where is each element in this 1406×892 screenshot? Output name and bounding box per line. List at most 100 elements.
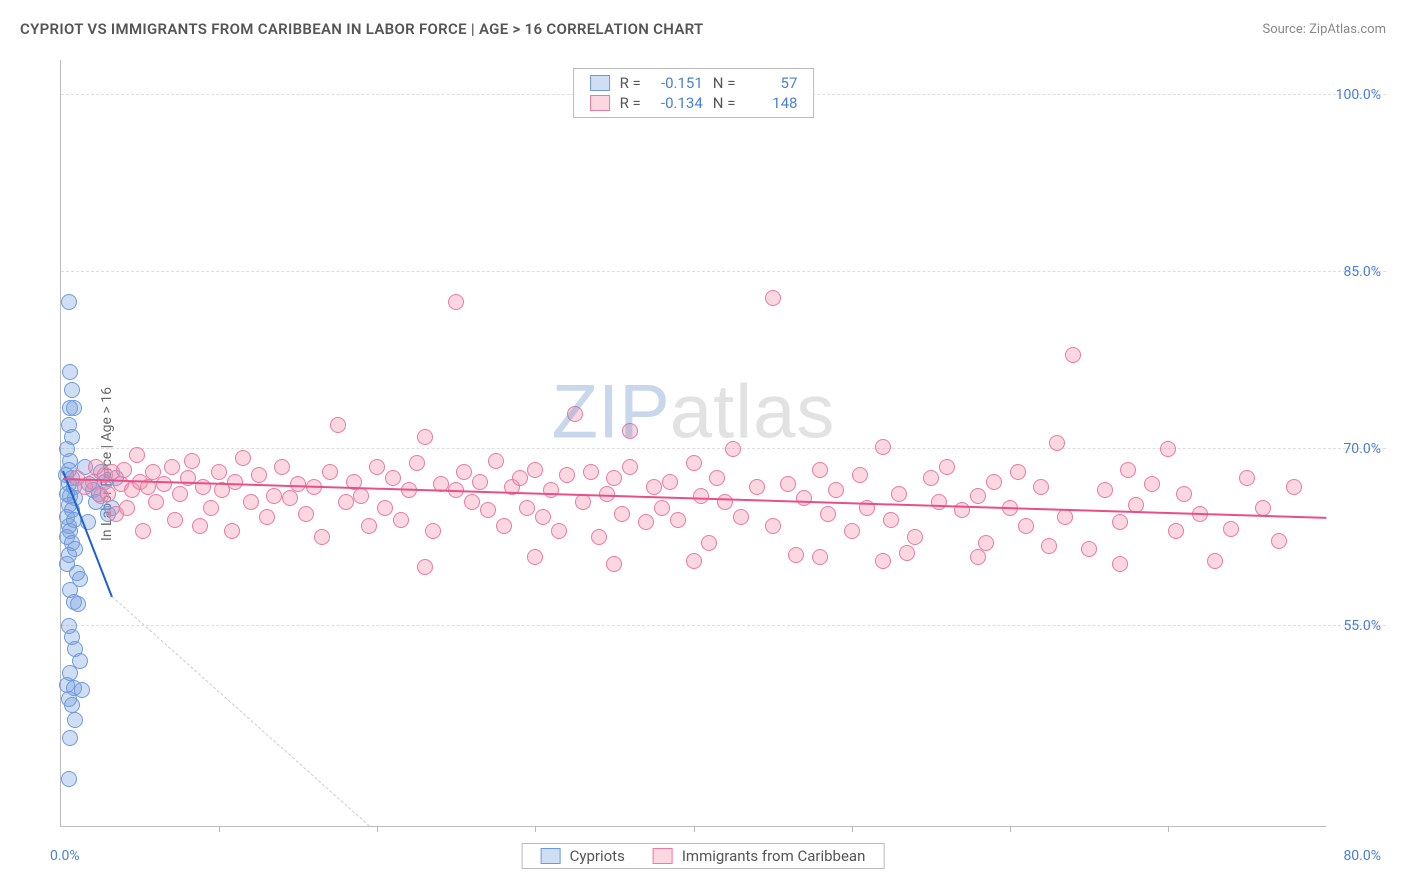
scatter-point-caribbean [970,488,986,504]
y-tick-label: 100.0% [1336,87,1381,103]
scatter-point-cypriots [61,294,77,310]
scatter-point-caribbean [654,500,670,516]
n-label: N = [713,74,736,92]
legend-item-caribbean: Immigrants from Caribbean [653,847,866,865]
scatter-point-caribbean [788,547,804,563]
scatter-point-caribbean [409,455,425,471]
legend-item-cypriots: Cypriots [541,847,625,865]
scatter-point-caribbean [575,494,591,510]
scatter-point-caribbean [852,467,868,483]
scatter-point-caribbean [1255,500,1271,516]
gridline [61,448,1386,449]
scatter-point-caribbean [693,488,709,504]
legend-label-cypriots: Cypriots [570,847,625,865]
scatter-point-caribbean [1286,479,1302,495]
scatter-point-caribbean [330,417,346,433]
scatter-point-caribbean [119,500,135,516]
x-tick [377,826,378,832]
scatter-point-caribbean [211,464,227,480]
scatter-point-caribbean [749,479,765,495]
scatter-point-caribbean [377,500,393,516]
scatter-point-caribbean [1057,509,1073,525]
n-value-cypriots: 57 [745,74,797,92]
x-tick [1168,826,1169,832]
scatter-point-caribbean [385,470,401,486]
scatter-point-caribbean [622,423,638,439]
stats-row-cypriots: R = -0.151 N = 57 [590,73,798,93]
scatter-point-caribbean [266,488,282,504]
chart-header: CYPRIOT VS IMMIGRANTS FROM CARIBBEAN IN … [20,20,1386,38]
scatter-point-caribbean [583,464,599,480]
scatter-point-caribbean [527,549,543,565]
r-label: R = [620,94,641,112]
scatter-point-caribbean [1271,533,1287,549]
x-tick [852,826,853,832]
scatter-point-caribbean [551,523,567,539]
scatter-point-caribbean [1168,523,1184,539]
scatter-point-caribbean [203,500,219,516]
scatter-point-caribbean [195,479,211,495]
scatter-point-caribbean [765,290,781,306]
x-origin-label: 0.0% [50,848,80,864]
scatter-point-caribbean [156,476,172,492]
scatter-point-caribbean [939,459,955,475]
scatter-point-caribbean [488,453,504,469]
correlation-stats-box: R = -0.151 N = 57 R = -0.134 N = 148 [573,68,815,118]
legend-box: Cypriots Immigrants from Caribbean [522,843,885,869]
scatter-point-caribbean [243,494,259,510]
scatter-point-caribbean [725,441,741,457]
scatter-point-caribbean [298,506,314,522]
gridline [61,625,1386,626]
scatter-point-caribbean [567,406,583,422]
scatter-point-caribbean [844,523,860,539]
scatter-point-caribbean [670,512,686,528]
scatter-point-caribbean [135,523,151,539]
scatter-point-caribbean [314,529,330,545]
scatter-point-caribbean [828,482,844,498]
scatter-point-caribbean [512,470,528,486]
x-tick [1010,826,1011,832]
r-label: R = [620,74,641,92]
swatch-cypriots [541,848,561,864]
scatter-point-caribbean [393,512,409,528]
scatter-point-caribbean [701,535,717,551]
scatter-point-caribbean [224,523,240,539]
scatter-point-caribbean [527,462,543,478]
scatter-point-caribbean [970,549,986,565]
scatter-point-caribbean [519,500,535,516]
scatter-point-caribbean [167,512,183,528]
scatter-point-caribbean [765,518,781,534]
scatter-point-caribbean [1041,538,1057,554]
scatter-point-caribbean [875,439,891,455]
scatter-point-caribbean [1239,470,1255,486]
swatch-caribbean [590,95,610,111]
scatter-point-caribbean [472,474,488,490]
scatter-point-caribbean [780,476,796,492]
gridline [61,271,1386,272]
legend-label-caribbean: Immigrants from Caribbean [682,847,866,865]
scatter-point-caribbean [1065,347,1081,363]
scatter-point-caribbean [796,490,812,506]
scatter-point-caribbean [717,494,733,510]
x-tick [694,826,695,832]
watermark: ZIPatlas [552,369,836,456]
r-value-caribbean: -0.134 [651,94,703,112]
scatter-point-caribbean [1176,486,1192,502]
scatter-point-caribbean [622,459,638,475]
stats-row-caribbean: R = -0.134 N = 148 [590,93,798,113]
scatter-point-caribbean [192,518,208,534]
scatter-point-cypriots [66,400,82,416]
r-value-cypriots: -0.151 [651,74,703,92]
scatter-point-cypriots [64,382,80,398]
scatter-point-cypriots [62,364,78,380]
scatter-point-caribbean [322,464,338,480]
scatter-point-caribbean [812,462,828,478]
scatter-point-caribbean [338,494,354,510]
scatter-point-cypriots [70,596,86,612]
scatter-point-caribbean [606,556,622,572]
scatter-point-caribbean [686,455,702,471]
y-tick-label: 70.0% [1343,441,1381,457]
scatter-point-caribbean [184,453,200,469]
scatter-point-caribbean [875,553,891,569]
scatter-point-caribbean [1112,514,1128,530]
